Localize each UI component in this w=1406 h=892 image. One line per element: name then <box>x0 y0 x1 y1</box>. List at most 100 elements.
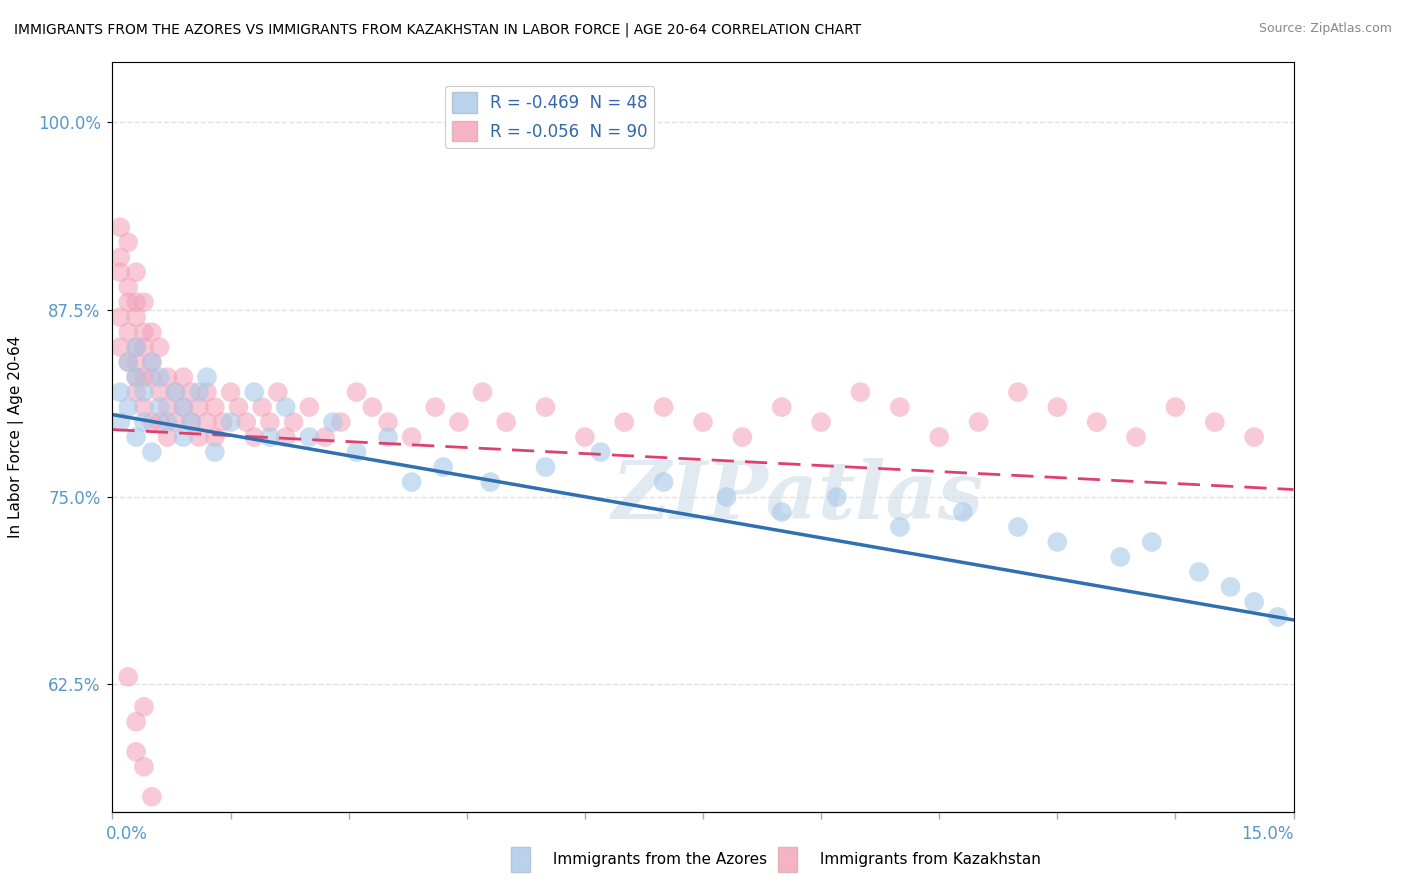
Point <box>204 445 226 459</box>
Point <box>928 430 950 444</box>
Point <box>188 400 211 414</box>
Point <box>849 385 872 400</box>
Point <box>219 415 242 429</box>
Point <box>228 400 250 414</box>
Point <box>125 295 148 310</box>
Point <box>156 415 179 429</box>
Point <box>172 370 194 384</box>
Point <box>125 265 148 279</box>
Point <box>156 370 179 384</box>
Point <box>346 385 368 400</box>
Text: 15.0%: 15.0% <box>1241 825 1294 843</box>
Point <box>652 475 675 489</box>
Point <box>132 760 155 774</box>
Point <box>117 280 139 294</box>
Point <box>141 355 163 369</box>
Point <box>125 385 148 400</box>
Point <box>180 415 202 429</box>
Text: IMMIGRANTS FROM THE AZORES VS IMMIGRANTS FROM KAZAKHSTAN IN LABOR FORCE | AGE 20: IMMIGRANTS FROM THE AZORES VS IMMIGRANTS… <box>14 22 862 37</box>
Point <box>259 415 281 429</box>
Point <box>889 520 911 534</box>
Point <box>141 355 163 369</box>
Point <box>401 475 423 489</box>
Text: ZIPatlas: ZIPatlas <box>612 458 984 536</box>
Point <box>132 325 155 339</box>
Point <box>117 400 139 414</box>
Point <box>1243 595 1265 609</box>
Text: Immigrants from Kazakhstan: Immigrants from Kazakhstan <box>815 852 1042 867</box>
Point <box>716 490 738 504</box>
Point <box>180 385 202 400</box>
Point <box>125 714 148 729</box>
Point <box>243 385 266 400</box>
Point <box>125 745 148 759</box>
Point <box>204 430 226 444</box>
Point <box>117 235 139 250</box>
Text: 0.0%: 0.0% <box>105 825 148 843</box>
Point <box>110 340 132 354</box>
Point <box>589 445 612 459</box>
Point <box>692 415 714 429</box>
Point <box>1125 430 1147 444</box>
Point <box>377 415 399 429</box>
Point <box>165 385 187 400</box>
Point <box>770 400 793 414</box>
Point <box>1007 385 1029 400</box>
Point <box>125 370 148 384</box>
Point <box>188 430 211 444</box>
Point <box>211 415 233 429</box>
Point <box>471 385 494 400</box>
Point <box>195 370 218 384</box>
Point <box>322 415 344 429</box>
Point <box>534 400 557 414</box>
Point <box>132 295 155 310</box>
Point <box>141 445 163 459</box>
Point <box>195 385 218 400</box>
Point <box>125 355 148 369</box>
Point <box>172 430 194 444</box>
Point <box>1219 580 1241 594</box>
Point <box>298 400 321 414</box>
Point <box>401 430 423 444</box>
Text: Source: ZipAtlas.com: Source: ZipAtlas.com <box>1258 22 1392 36</box>
Point <box>172 400 194 414</box>
Text: Immigrants from the Azores: Immigrants from the Azores <box>548 852 768 867</box>
Point <box>267 385 290 400</box>
Point <box>149 415 172 429</box>
Point <box>117 325 139 339</box>
Point <box>132 385 155 400</box>
Point <box>132 340 155 354</box>
Point <box>141 370 163 384</box>
Point <box>613 415 636 429</box>
Point <box>117 355 139 369</box>
Point <box>188 385 211 400</box>
Point <box>149 370 172 384</box>
Point <box>1007 520 1029 534</box>
Point <box>132 370 155 384</box>
Point <box>329 415 352 429</box>
Point <box>1204 415 1226 429</box>
Point <box>574 430 596 444</box>
Point <box>889 400 911 414</box>
Point <box>1164 400 1187 414</box>
Point <box>117 670 139 684</box>
Point <box>149 340 172 354</box>
Point <box>235 415 257 429</box>
Point <box>1243 430 1265 444</box>
Point <box>447 415 470 429</box>
Point <box>110 220 132 235</box>
Point <box>110 415 132 429</box>
Legend: R = -0.469  N = 48, R = -0.056  N = 90: R = -0.469 N = 48, R = -0.056 N = 90 <box>444 86 654 148</box>
Point <box>125 340 148 354</box>
Point <box>165 385 187 400</box>
Point <box>195 415 218 429</box>
Point <box>180 415 202 429</box>
Point <box>132 699 155 714</box>
Point <box>219 385 242 400</box>
Point <box>274 430 297 444</box>
Point <box>132 415 155 429</box>
Point <box>770 505 793 519</box>
Point <box>141 415 163 429</box>
Point <box>204 400 226 414</box>
Point <box>274 400 297 414</box>
